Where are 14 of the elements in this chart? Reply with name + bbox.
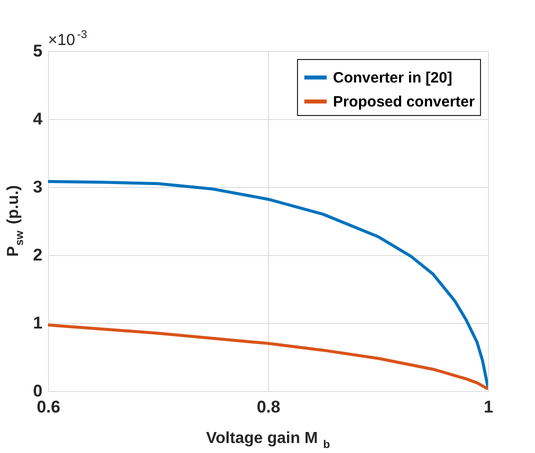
- y-tick-label: 2: [33, 246, 42, 264]
- x-tick-label: 0.6: [36, 398, 60, 416]
- line-series: [48, 324, 488, 390]
- x-tick-label: 1: [484, 398, 494, 416]
- y-axis-title: Psw (p.u.): [5, 185, 26, 257]
- line-series: [48, 180, 488, 390]
- y-tick-label: 0: [33, 382, 42, 400]
- legend-label: Converter in [20]: [333, 70, 452, 86]
- x-tick-label: 0.8: [256, 398, 280, 416]
- y-tick-label: 4: [33, 110, 44, 128]
- y-tick-label: 3: [33, 178, 42, 196]
- legend-label: Proposed converter: [333, 94, 475, 110]
- y-tick-label: 5: [33, 42, 42, 60]
- y-tick-label: 1: [33, 314, 42, 332]
